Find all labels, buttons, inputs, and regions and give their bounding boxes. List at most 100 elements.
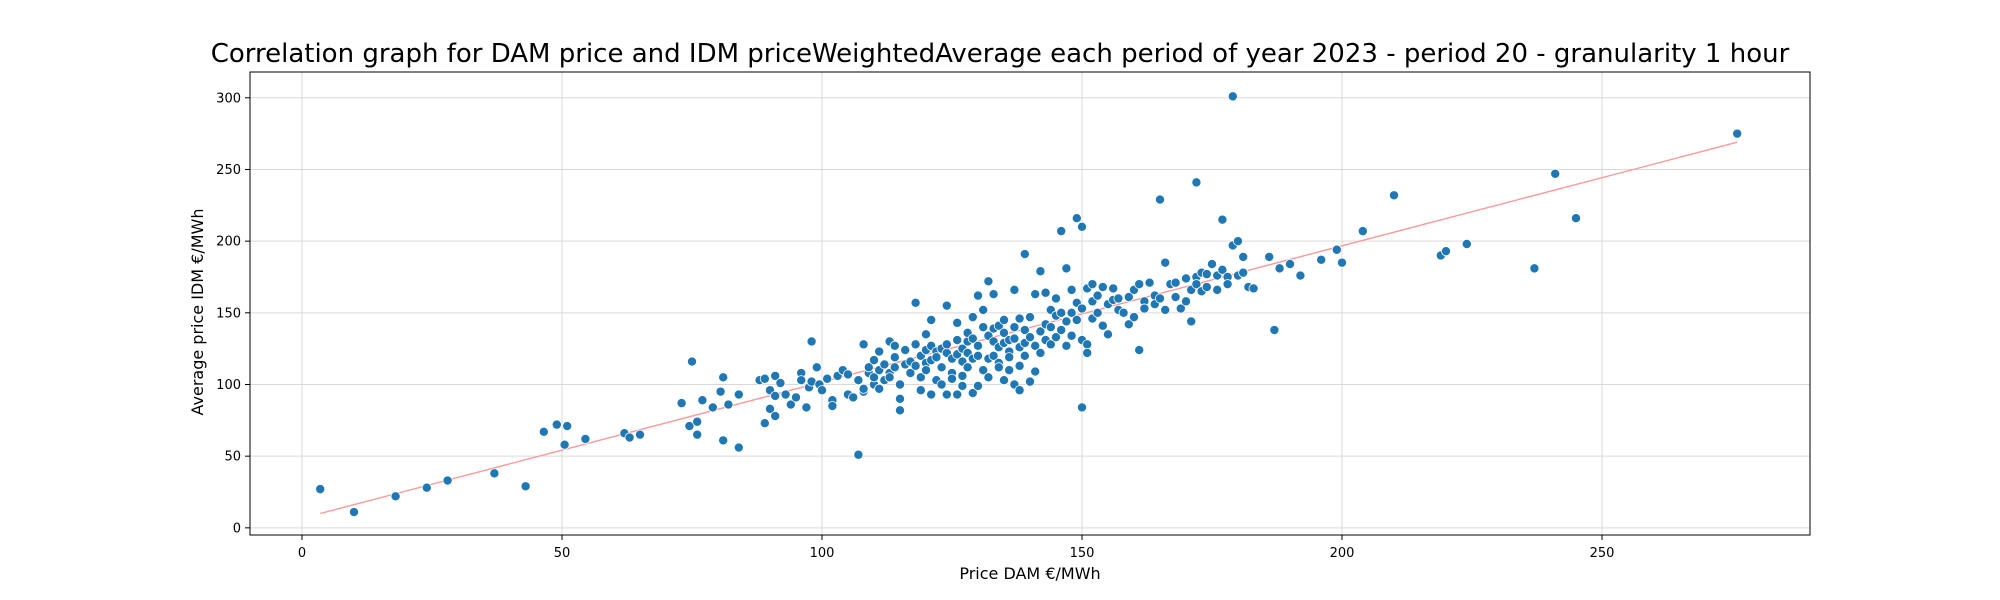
data-point [1019, 350, 1030, 361]
data-point [1009, 284, 1020, 295]
data-point [941, 389, 952, 400]
data-point [936, 362, 947, 373]
data-point [978, 365, 989, 376]
data-point [874, 383, 885, 394]
data-point [1077, 303, 1088, 314]
data-point [707, 402, 718, 413]
data-point [1155, 194, 1166, 205]
data-point [770, 370, 781, 381]
data-point [926, 389, 937, 400]
data-point [1186, 316, 1197, 327]
data-point [817, 385, 828, 396]
data-point [1160, 304, 1171, 315]
data-point [1550, 168, 1561, 179]
data-point [687, 356, 698, 367]
data-point [421, 482, 432, 493]
data-point [889, 362, 900, 373]
data-point [988, 350, 999, 361]
data-point [1082, 347, 1093, 358]
data-point [348, 507, 359, 518]
data-point [1222, 279, 1233, 290]
data-point [915, 372, 926, 383]
x-tick-label: 0 [298, 546, 306, 561]
data-point [1092, 290, 1103, 301]
data-point [1170, 292, 1181, 303]
data-point [759, 373, 770, 384]
data-point [1357, 226, 1368, 237]
data-point [1269, 325, 1280, 336]
data-point [1217, 264, 1228, 275]
data-point [999, 327, 1010, 338]
data-point [791, 392, 802, 403]
data-point [1529, 263, 1540, 274]
y-tick-label: 300 [216, 91, 241, 106]
data-point [983, 276, 994, 287]
data-point [1014, 313, 1025, 324]
data-point [1217, 214, 1228, 225]
data-point [1030, 289, 1041, 300]
data-point [1097, 320, 1108, 331]
data-point [538, 426, 549, 437]
data-point [1295, 270, 1306, 281]
data-point [1019, 325, 1030, 336]
grid-lines [250, 72, 1810, 535]
data-point [1025, 332, 1036, 343]
data-point [1025, 376, 1036, 387]
data-point [1264, 251, 1275, 262]
data-point [770, 390, 781, 401]
data-point [973, 340, 984, 351]
data-point [910, 339, 921, 350]
data-point [1108, 283, 1119, 294]
data-point [1212, 284, 1223, 295]
data-point [1040, 287, 1051, 298]
data-point [843, 369, 854, 380]
data-point [879, 359, 890, 370]
data-point [723, 399, 734, 410]
data-point [988, 289, 999, 300]
data-point [1732, 128, 1743, 139]
data-point [1139, 303, 1150, 314]
data-point [1337, 257, 1348, 268]
data-point [1087, 279, 1098, 290]
data-point [999, 375, 1010, 386]
data-point [1113, 293, 1124, 304]
y-axis-ticks: 0 50 100 150 200 250 300 [216, 91, 250, 536]
data-point [947, 373, 958, 384]
data-point [1571, 213, 1582, 224]
data-point [941, 300, 952, 311]
data-point [796, 375, 807, 386]
data-point [1009, 322, 1020, 333]
data-point [910, 297, 921, 308]
y-tick-label: 250 [216, 163, 241, 178]
x-axis-ticks: 0 50 100 150 200 250 [298, 535, 1614, 561]
data-point [775, 378, 786, 389]
data-point [1118, 307, 1129, 318]
data-point [978, 322, 989, 333]
data-point [983, 372, 994, 383]
data-point [921, 329, 932, 340]
data-point [580, 433, 591, 444]
data-point [931, 352, 942, 363]
data-point [692, 416, 703, 427]
data-point [697, 395, 708, 406]
data-point [895, 393, 906, 404]
data-point [952, 335, 963, 346]
data-point [1316, 254, 1327, 265]
data-point [967, 333, 978, 344]
data-point [1441, 246, 1452, 257]
data-point [442, 475, 453, 486]
data-point [1019, 249, 1030, 260]
data-point [1077, 221, 1088, 232]
data-point [1129, 312, 1140, 323]
data-point [1082, 339, 1093, 350]
data-point [1066, 330, 1077, 341]
data-point [1097, 282, 1108, 293]
data-point [822, 373, 833, 384]
data-point [1201, 269, 1212, 280]
data-point [1056, 307, 1067, 318]
y-tick-label: 200 [216, 235, 241, 250]
data-point [780, 389, 791, 400]
data-point [1181, 273, 1192, 284]
data-point [973, 290, 984, 301]
